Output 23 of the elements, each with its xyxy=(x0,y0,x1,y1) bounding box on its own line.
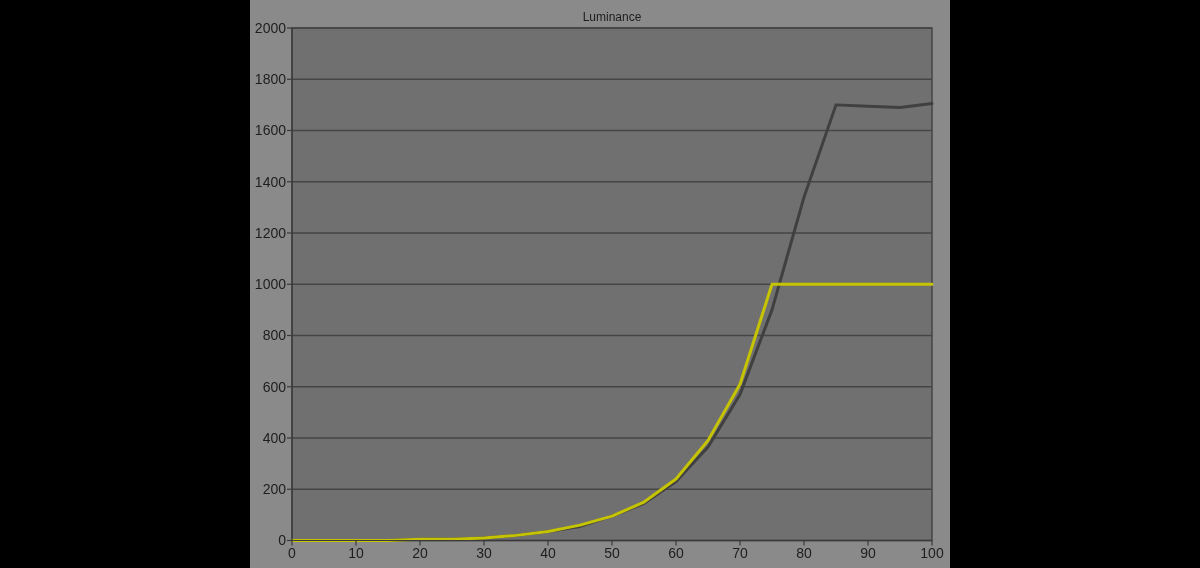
y-tick-label: 1200 xyxy=(254,224,287,241)
y-tick-label: 800 xyxy=(262,327,287,344)
x-tick-label: 0 xyxy=(288,545,297,561)
chart-title: Luminance xyxy=(582,10,642,24)
x-tick-label: 20 xyxy=(412,545,428,561)
y-tick-label: 0 xyxy=(278,532,287,549)
x-tick-label: 90 xyxy=(860,545,876,561)
y-tick-label: 1400 xyxy=(254,173,287,190)
x-tick-label: 10 xyxy=(348,545,364,561)
y-tick-label: 600 xyxy=(262,378,287,395)
x-tick-label: 30 xyxy=(476,545,492,561)
x-tick-label: 40 xyxy=(540,545,556,561)
x-tick-label: 80 xyxy=(796,545,812,561)
x-tick-label: 100 xyxy=(920,545,944,561)
y-tick-label: 400 xyxy=(262,429,287,446)
x-tick-label: 50 xyxy=(604,545,620,561)
y-tick-label: 1800 xyxy=(254,71,287,88)
y-tick-label: 2000 xyxy=(254,19,287,36)
x-tick-label: 70 xyxy=(732,545,748,561)
y-tick-label: 1600 xyxy=(254,122,287,139)
y-tick-label: 1000 xyxy=(254,276,287,293)
x-tick-label: 60 xyxy=(668,545,684,561)
y-tick-label: 200 xyxy=(262,481,287,498)
